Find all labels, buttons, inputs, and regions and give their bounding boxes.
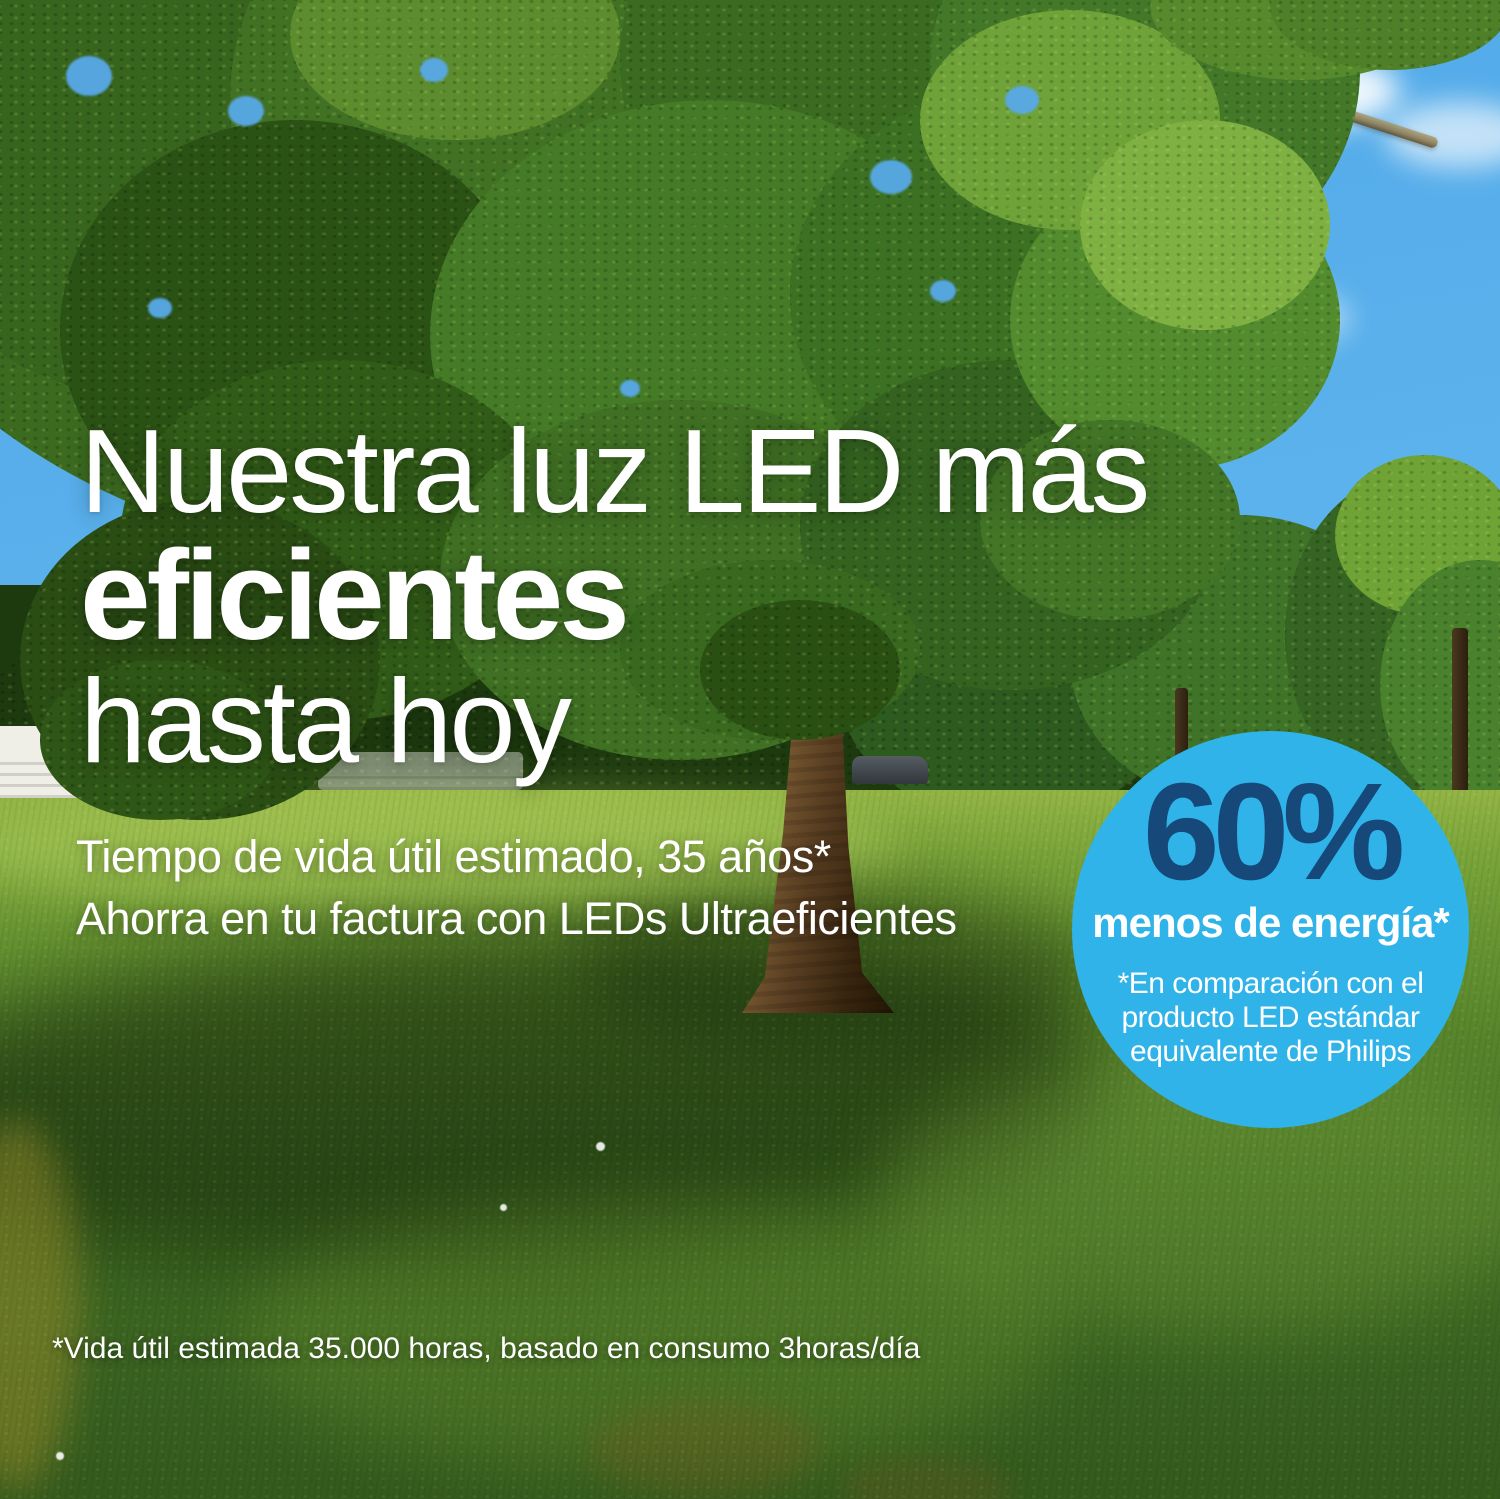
heading-line-3: hasta hoy (80, 655, 572, 788)
sky-gap (228, 96, 264, 126)
foliage-blob (40, 660, 280, 820)
white-structure (318, 752, 523, 790)
background-tree-trunk (1452, 628, 1468, 796)
badge-label: menos de energía* (1092, 899, 1449, 946)
heading-line-2: eficientes (80, 524, 630, 666)
subheading-line-2: Ahorra en tu factura con LEDs Ultraefici… (76, 893, 957, 944)
foliage-highlight (1080, 120, 1330, 330)
background-car (852, 756, 928, 784)
sky-gap (66, 56, 112, 96)
dandelion (500, 1204, 507, 1211)
dandelion (596, 1142, 605, 1151)
sky-gap (420, 58, 448, 82)
heading-line-1: Nuestra luz LED más (80, 405, 1150, 538)
badge-disclaimer-line-1: *En comparación con el (1117, 967, 1424, 1000)
sky-gap (1005, 86, 1039, 114)
subheading-line-1: Tiempo de vida útil estimado, 35 años* (76, 831, 831, 882)
badge-percent: 60% (1142, 755, 1405, 909)
dandelion (56, 1452, 64, 1460)
badge-disclaimer: *En comparación con el producto LED está… (1118, 967, 1424, 1069)
sky-gap (870, 160, 912, 194)
foliage-blob (700, 600, 900, 740)
footnote: *Vida útil estimada 35.000 horas, basado… (52, 1332, 921, 1365)
foliage-blob (980, 420, 1240, 620)
sky-gap (148, 298, 172, 318)
badge-disclaimer-line-3: equivalente de Philips (1130, 1035, 1411, 1068)
sky-gap (620, 380, 640, 397)
badge-disclaimer-line-2: producto LED estándar (1121, 1001, 1420, 1034)
sky-gap (930, 280, 956, 302)
energy-badge: 60% menos de energía* *En comparación co… (1072, 731, 1469, 1128)
